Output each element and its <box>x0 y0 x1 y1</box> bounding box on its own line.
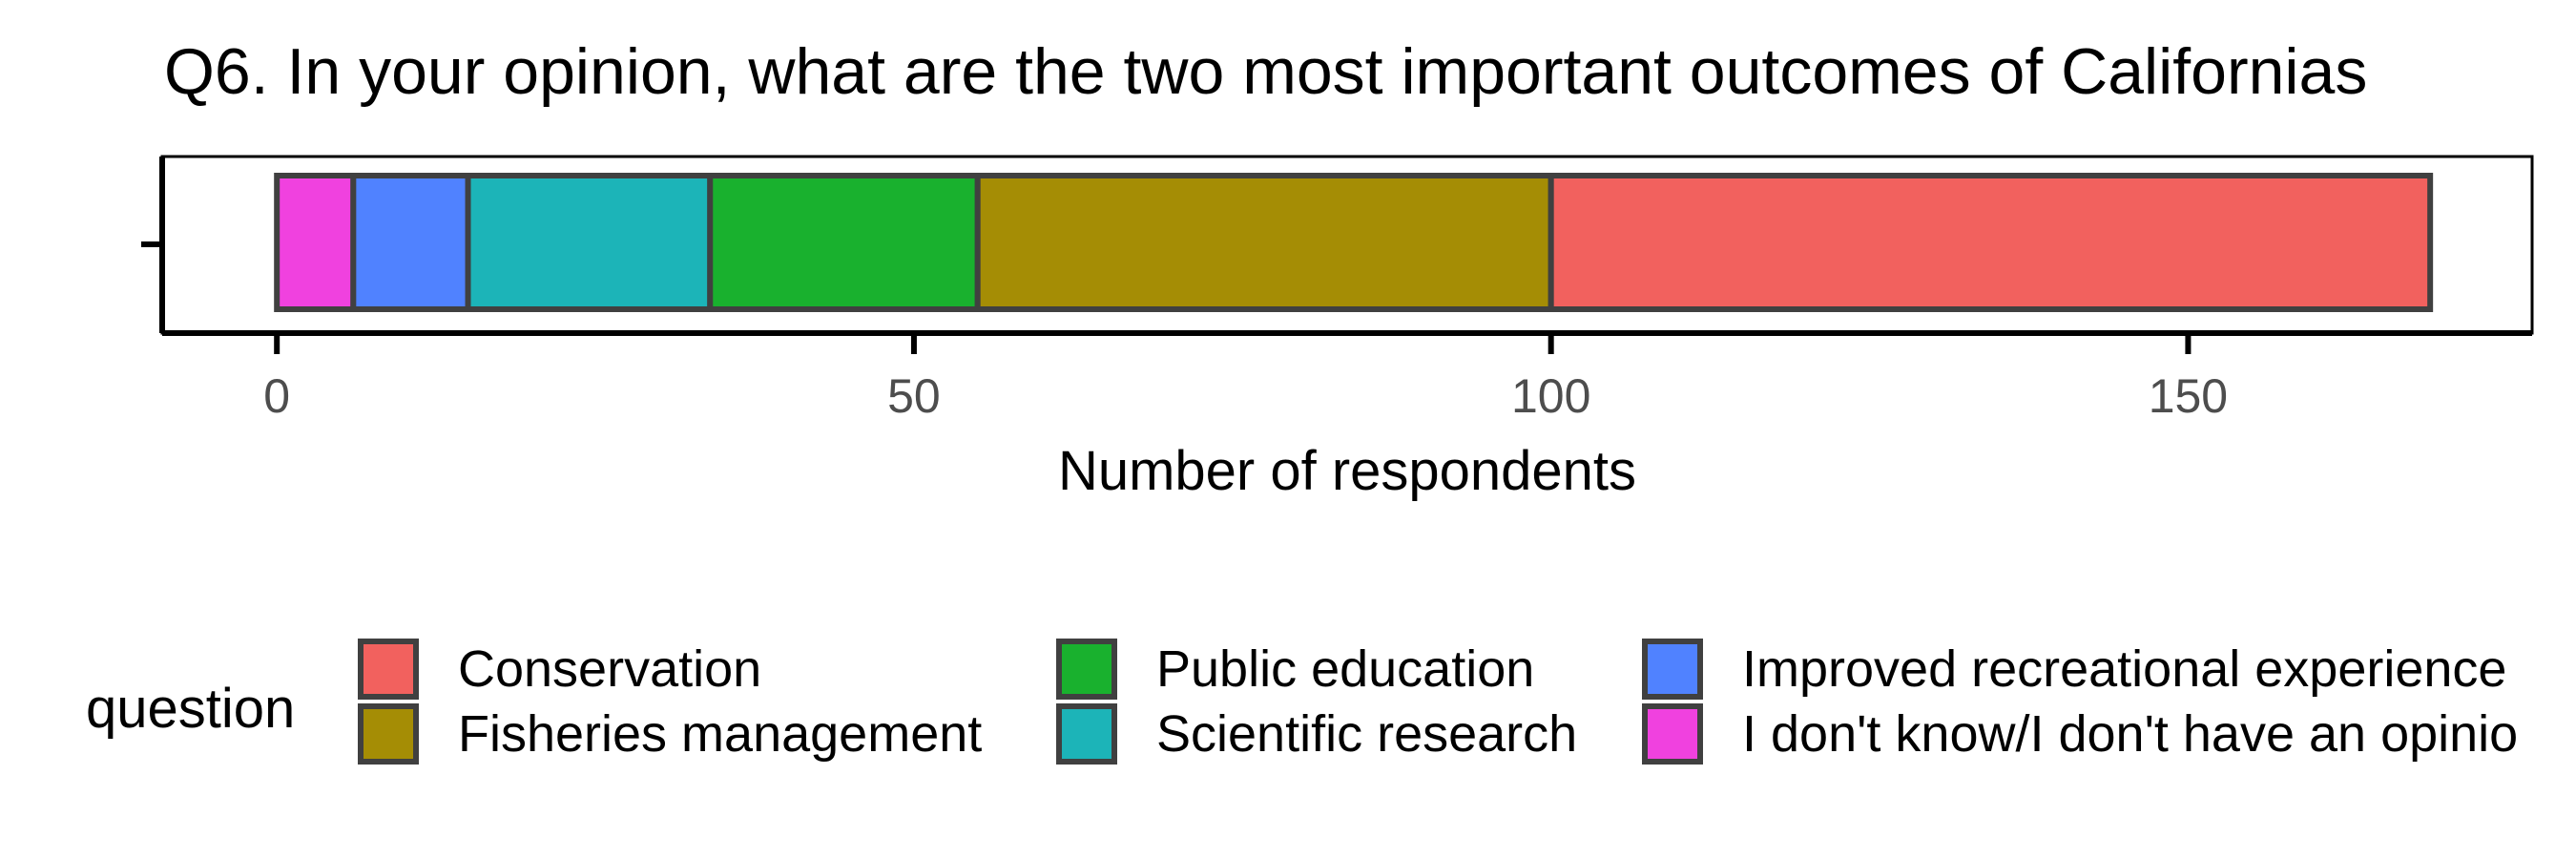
legend: Conservation Fisheries management Public e… <box>358 639 2518 765</box>
legend-label: Scientific research <box>1156 705 1577 763</box>
legend-swatch <box>1642 703 1703 765</box>
legend-label: Public education <box>1156 640 1534 698</box>
bar-segment <box>1548 173 2434 312</box>
x-tick-label: 100 <box>1511 369 1590 423</box>
legend-label: Fisheries management <box>458 705 982 763</box>
legend-label: I don't know/I don't have an opinio <box>1742 705 2518 763</box>
legend-label: Conservation <box>458 640 761 698</box>
legend-swatch <box>358 639 419 700</box>
legend-swatch <box>1642 639 1703 700</box>
bar-segment <box>465 173 714 312</box>
x-tick-label: 0 <box>263 369 290 423</box>
legend-swatch <box>1056 703 1117 765</box>
bar-segment <box>974 173 1554 312</box>
bar-segments <box>274 173 2434 312</box>
legend-label: Improved recreational experience <box>1742 640 2506 698</box>
legend-title: question <box>86 678 295 740</box>
bar-segment <box>350 173 471 312</box>
bar-segment <box>274 173 357 312</box>
x-axis-title: Number of respondents <box>1058 440 1636 502</box>
x-tick-label: 50 <box>887 369 941 423</box>
legend-swatch <box>1056 639 1117 700</box>
legend-swatch <box>358 703 419 765</box>
x-axis-ticks: 0 50 100 150 <box>263 333 2228 423</box>
x-tick-label: 150 <box>2149 369 2228 423</box>
bar-segment <box>707 173 981 312</box>
chart-title: Q6. In your opinion, what are the two mo… <box>164 35 2367 108</box>
